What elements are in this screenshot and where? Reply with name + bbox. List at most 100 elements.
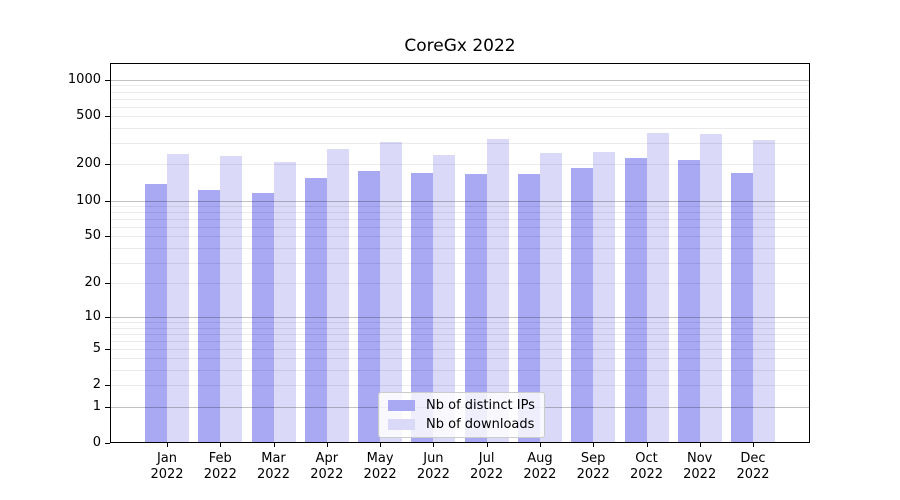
x-tick-year: 2022	[310, 467, 344, 482]
y-tick-label: 500	[76, 108, 101, 124]
y-tick-label: 50	[84, 228, 101, 244]
gridline-major	[110, 79, 810, 81]
x-tick-label: Sep 2022	[561, 451, 625, 483]
x-tick-mark	[539, 443, 541, 447]
y-tick-mark	[105, 385, 110, 387]
x-tick-year: 2022	[736, 467, 770, 482]
x-tick-year: 2022	[523, 467, 557, 482]
bar-distinct-ips	[464, 174, 487, 443]
x-tick-month: Jun	[423, 451, 444, 466]
bar-distinct-ips	[145, 183, 167, 443]
legend-entry-downloads: Nb of downloads	[388, 417, 535, 432]
x-tick-mark	[273, 443, 275, 447]
x-tick-mark	[699, 443, 701, 447]
bar-downloads	[699, 133, 722, 443]
gridline-minor	[110, 116, 810, 118]
bar-downloads	[326, 148, 349, 443]
y-tick-label: 100	[76, 192, 101, 208]
x-tick-month: Sep	[580, 451, 606, 466]
bar-distinct-ips	[251, 192, 274, 443]
bar-downloads	[273, 161, 296, 443]
y-tick-label: 1000	[67, 71, 101, 87]
x-tick-month: Aug	[527, 451, 553, 466]
legend-entry-distinct-ips: Nb of distinct IPs	[388, 398, 535, 413]
x-tick-year: 2022	[203, 467, 237, 482]
bar-distinct-ips	[571, 168, 594, 443]
y-tick-label: 20	[84, 275, 101, 290]
legend-label-downloads: Nb of downloads	[426, 417, 535, 432]
x-tick-year: 2022	[256, 467, 291, 482]
x-tick-year: 2022	[629, 467, 664, 482]
x-tick-month: Apr	[315, 451, 339, 466]
gridline-minor	[110, 106, 810, 108]
chart-title: CoreGx 2022	[404, 36, 516, 56]
x-tick-month: Nov	[687, 451, 713, 466]
bar-downloads	[380, 142, 403, 443]
bar-distinct-ips	[198, 189, 221, 443]
x-tick-mark	[433, 443, 435, 447]
y-tick-mark	[105, 236, 110, 238]
x-tick-mark	[646, 443, 648, 447]
x-tick-mark	[326, 443, 328, 447]
x-tick-month: Jan	[156, 451, 178, 466]
x-tick-year: 2022	[576, 467, 610, 482]
x-tick-month: Dec	[740, 451, 766, 466]
legend-label-distinct-ips: Nb of distinct IPs	[426, 398, 535, 413]
y-tick-mark	[105, 283, 110, 284]
y-tick-mark	[105, 200, 110, 202]
gridline-minor	[110, 128, 810, 129]
bar-distinct-ips	[358, 171, 381, 443]
x-tick-year: 2022	[470, 467, 504, 482]
y-tick-label: 0	[92, 435, 101, 450]
x-tick-month: Feb	[208, 451, 232, 466]
x-tick-label: Oct 2022	[615, 451, 679, 483]
bar-downloads	[220, 155, 243, 443]
y-tick-label: 1	[92, 398, 101, 414]
plot-area: Nb of distinct IPs Nb of downloads	[110, 63, 810, 443]
gridline-minor	[110, 98, 810, 100]
x-tick-year: 2022	[363, 467, 397, 482]
x-tick-mark	[167, 443, 168, 447]
x-tick-year: 2022	[150, 467, 184, 482]
x-tick-year: 2022	[683, 467, 717, 482]
x-tick-year: 2022	[416, 467, 450, 482]
x-tick-mark	[753, 443, 754, 447]
bar-distinct-ips	[304, 177, 327, 443]
x-tick-label: Aug 2022	[508, 451, 572, 483]
bar-distinct-ips	[677, 159, 700, 443]
gridline-minor	[110, 91, 810, 93]
x-tick-mark	[486, 443, 488, 447]
x-tick-month: May	[366, 451, 394, 466]
y-tick-mark	[105, 79, 110, 81]
x-tick-label: Jul 2022	[455, 451, 519, 483]
y-tick-mark	[105, 406, 110, 408]
legend-swatch-downloads	[388, 419, 415, 430]
y-tick-label: 2	[92, 377, 101, 393]
y-tick-label: 200	[76, 156, 101, 172]
x-tick-label: Dec 2022	[721, 451, 785, 483]
bar-distinct-ips	[731, 172, 753, 443]
x-tick-label: Feb 2022	[188, 451, 252, 483]
x-tick-mark	[220, 443, 222, 447]
legend-swatch-distinct-ips	[388, 400, 415, 411]
bar-downloads	[539, 153, 562, 443]
y-tick-mark	[105, 348, 110, 350]
x-tick-label: Nov 2022	[668, 451, 732, 483]
bar-downloads	[486, 138, 509, 443]
x-tick-label: Jan 2022	[135, 451, 199, 483]
bar-distinct-ips	[411, 173, 434, 443]
bar-distinct-ips	[624, 157, 647, 443]
bar-distinct-ips	[517, 174, 540, 443]
bar-downloads	[753, 139, 775, 443]
x-tick-mark	[593, 443, 595, 447]
bar-downloads	[646, 132, 669, 443]
y-tick-label: 10	[84, 309, 101, 324]
x-tick-label: Mar 2022	[242, 451, 306, 483]
x-tick-label: Apr 2022	[295, 451, 359, 483]
y-tick-mark	[105, 116, 110, 118]
y-tick-label: 5	[92, 340, 101, 356]
bar-downloads	[433, 154, 456, 443]
x-tick-label: May 2022	[348, 451, 412, 483]
x-tick-label: Jun 2022	[401, 451, 465, 483]
